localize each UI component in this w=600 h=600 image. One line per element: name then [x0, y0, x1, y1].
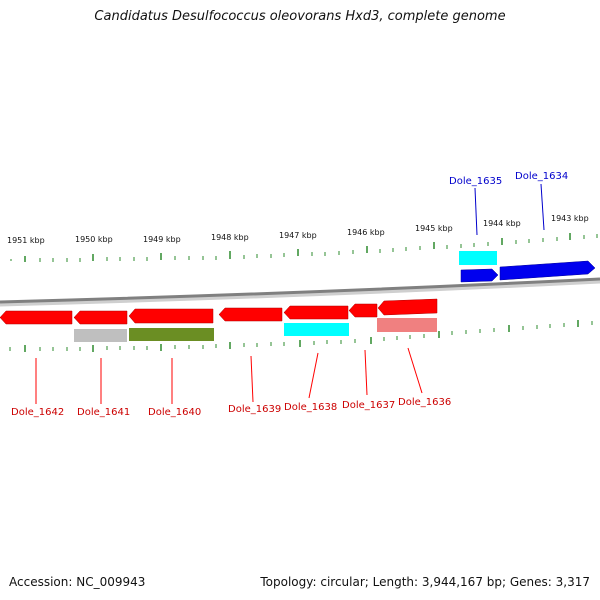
bottom-tick-track	[9, 320, 593, 352]
tick-label: 1946 kbp	[347, 228, 385, 237]
feature-box-cyan	[284, 323, 349, 336]
leader-line	[540, 183, 545, 231]
map-title: Candidatus Desulfococcus oleovorans Hxd3…	[94, 9, 506, 24]
feature-box-olive	[129, 328, 214, 341]
gene-label-dole-1640[interactable]: Dole_1640	[148, 407, 201, 418]
gene-label-dole-1638[interactable]: Dole_1638	[284, 402, 337, 413]
gene-arrow-dole-1638[interactable]	[283, 305, 349, 320]
tick-label: 1950 kbp	[75, 235, 113, 244]
gene-label-dole-1636[interactable]: Dole_1636	[398, 397, 451, 408]
tick-label: 1947 kbp	[279, 231, 317, 240]
gene-arrow-dole-1637[interactable]	[348, 303, 378, 318]
leader-line	[308, 352, 319, 399]
leader-line	[474, 187, 478, 236]
genome-backbone-shadow	[0, 278, 600, 307]
feature-box-gray	[74, 329, 127, 342]
gene-arrow-dole-1634[interactable]	[499, 260, 596, 281]
feature-box-pink	[377, 318, 437, 332]
gene-label-dole-1641[interactable]: Dole_1641	[77, 407, 130, 418]
tick-label: 1944 kbp	[483, 219, 521, 228]
gene-arrow-dole-1641[interactable]	[73, 310, 128, 325]
genome-summary: Topology: circular; Length: 3,944,167 bp…	[260, 575, 590, 589]
gene-label-dole-1639[interactable]: Dole_1639	[228, 404, 281, 415]
top-tick-track	[10, 233, 598, 262]
genome-backbone	[0, 277, 600, 304]
tick-label: 1948 kbp	[211, 233, 249, 242]
gene-label-dole-1635[interactable]: Dole_1635	[449, 176, 502, 187]
leader-line	[250, 355, 254, 403]
gene-arrow-dole-1636[interactable]	[377, 298, 438, 316]
leader-line	[407, 347, 423, 394]
tick-label: 1951 kbp	[7, 236, 45, 245]
feature-box-cyan-top	[459, 251, 497, 265]
gene-arrow-dole-1635[interactable]	[460, 268, 499, 283]
tick-label: 1945 kbp	[415, 224, 453, 233]
tick-label: 1943 kbp	[551, 214, 589, 223]
tick-label: 1949 kbp	[143, 235, 181, 244]
gene-label-dole-1642[interactable]: Dole_1642	[11, 407, 64, 418]
gene-label-dole-1637[interactable]: Dole_1637	[342, 400, 395, 411]
gene-arrow-dole-1640[interactable]	[128, 308, 214, 324]
accession-label: Accession: NC_009943	[9, 575, 146, 589]
gene-arrow-dole-1642[interactable]	[0, 310, 73, 325]
gene-label-dole-1634[interactable]: Dole_1634	[515, 171, 568, 182]
leader-line	[364, 349, 368, 396]
gene-arrow-dole-1639[interactable]	[218, 307, 283, 322]
